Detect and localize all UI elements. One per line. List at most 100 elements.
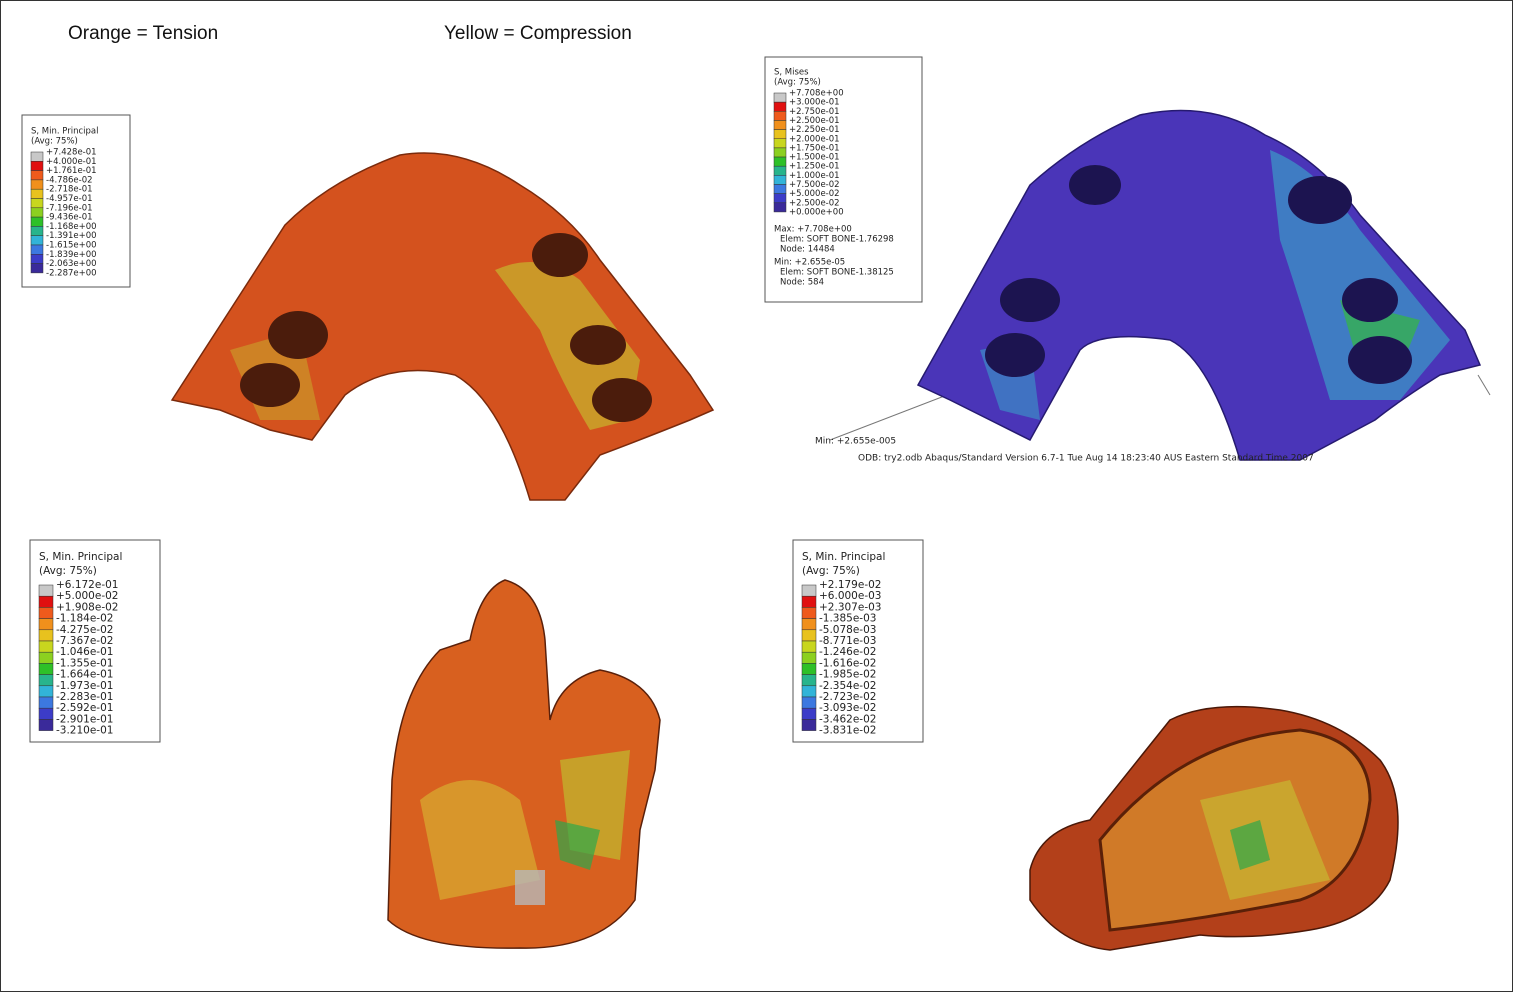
color-band [38,607,54,619]
color-band [801,696,817,709]
legend-label: -1.839e+00 [46,250,97,260]
info-line: Max: +7.708e+00 [774,225,852,235]
color-band [773,165,787,176]
color-band [30,207,44,218]
color-band [773,175,787,185]
color-band [801,584,817,597]
legend-label: -5.078e-03 [819,624,876,636]
legend-label: -1.168e+00 [46,222,97,232]
legend-subtitle: (Avg: 75%) [802,565,860,577]
color-band [30,151,44,162]
legend-label: +2.750e-01 [789,107,840,117]
color-band [773,120,787,130]
color-band [30,263,44,274]
color-band [773,147,787,158]
color-band [38,696,54,709]
legend-label: -1.391e+00 [46,231,97,241]
legend-label: +2.000e-01 [789,134,840,144]
color-band [38,674,54,687]
legend-label: -3.831e-02 [819,725,876,737]
legend-subtitle: (Avg: 75%) [39,565,97,577]
legend-label: +6.172e-01 [56,579,118,591]
legend-label: +0.000e+00 [789,207,844,217]
info-line: Node: 584 [780,278,824,288]
legend-label: +1.250e-01 [789,162,840,172]
color-band [30,179,44,190]
color-band [773,92,787,103]
color-band [30,235,44,246]
legend-label: -3.093e-02 [819,702,876,714]
color-band [801,719,817,731]
legend-label: +1.750e-01 [789,143,840,153]
color-band [801,707,817,720]
legend-label: -1.246e-02 [819,646,876,658]
legend-label: -1.046e-01 [56,646,113,658]
color-band [773,156,787,167]
legend-label: +2.307e-03 [819,601,881,613]
legend-title: S, Min. Principal [31,127,99,137]
color-band [773,184,787,194]
compression-note: Yellow = Compression [444,23,632,44]
color-band [30,170,44,181]
tension-note: Orange = Tension [68,23,218,44]
color-band [801,595,817,608]
legend-label: +7.428e-01 [46,148,97,158]
legend-label: -1.385e-03 [819,613,876,625]
color-band [30,198,44,209]
legend-label: +1.000e-01 [789,171,840,181]
legend-label: -3.462e-02 [819,713,876,725]
color-band [773,111,787,121]
color-band [38,595,54,608]
color-band [38,618,54,631]
legend-label: -3.210e-01 [56,725,113,737]
legend-label: +2.500e-02 [789,198,840,208]
color-band [38,685,54,698]
color-band [801,629,817,642]
color-band [773,202,787,213]
legend-label: -2.901e-01 [56,713,113,725]
legend-label: -2.283e-01 [56,691,113,703]
arch-model-tension [170,152,715,501]
legend-label: +2.179e-02 [819,579,881,591]
legend-label: +2.250e-01 [789,125,840,135]
odb-footer: ODB: try2.odb Abaqus/Standard Version 6.… [858,454,1314,464]
color-band [801,674,817,687]
color-band [801,618,817,631]
color-band [38,663,54,675]
color-band [773,129,787,140]
legend-label: +7.500e-02 [789,180,840,190]
min-label: Min: +2.655e-005 [815,437,896,447]
legend-label: -2.063e+00 [46,259,97,269]
color-band [30,216,44,227]
finger-model [387,579,661,949]
color-band [30,188,44,199]
legend-label: +3.000e-01 [789,98,840,108]
legend-label: -1.973e-01 [56,680,113,692]
color-band [801,685,817,698]
legend-label: -8.771e-03 [819,635,876,647]
legend-label: +1.500e-01 [789,153,840,163]
color-band [38,629,54,642]
legend-label: -7.367e-02 [56,635,113,647]
color-band [38,651,54,664]
legend-label: -2.723e-02 [819,691,876,703]
legend-label: +7.708e+00 [789,89,844,99]
legend-label: +4.000e-01 [46,157,97,167]
legend-title: S, Min. Principal [39,551,122,563]
legend-label: -9.436e-01 [46,213,93,223]
info-line: Min: +2.655e-05 [774,258,845,268]
color-band [773,138,787,149]
legend-label: +1.908e-02 [56,601,118,613]
legend-label: -1.355e-01 [56,657,113,669]
info-line: Elem: SOFT BONE-1.76298 [780,235,894,245]
legend-label: -1.616e-02 [819,657,876,669]
color-band [773,193,787,204]
info-line: Node: 14484 [780,245,835,255]
legend-label: -1.664e-01 [56,669,113,681]
axis-line [829,389,961,441]
legend-label: +1.761e-01 [46,166,97,176]
legend-label: +5.000e-02 [789,189,840,199]
color-band [30,244,44,255]
legend-label: +2.500e-01 [789,116,840,126]
